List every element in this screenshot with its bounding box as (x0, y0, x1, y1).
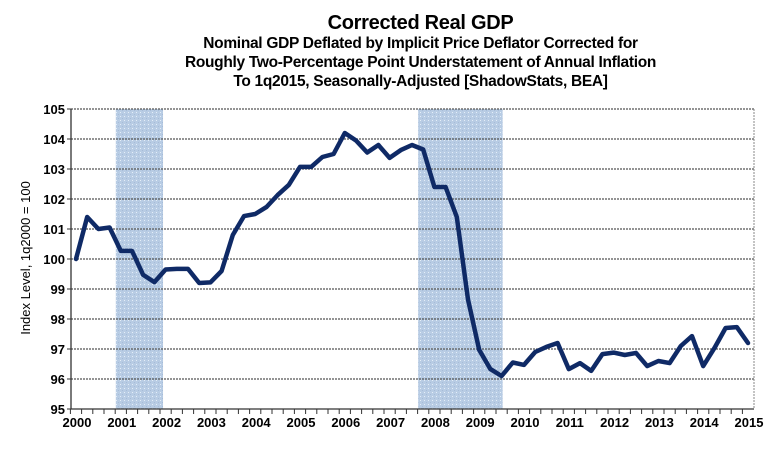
x-tick-label-2003: 2003 (197, 415, 226, 430)
chart-titles: Corrected Real GDP Nominal GDP Deflated … (0, 12, 781, 91)
y-tick-label-105: 105 (43, 102, 65, 117)
y-tick-label-95: 95 (51, 402, 65, 417)
x-tick-label-2015: 2015 (735, 415, 764, 430)
x-tick-label-2006: 2006 (331, 415, 360, 430)
x-tick-label-2012: 2012 (600, 415, 629, 430)
y-tick-label-98: 98 (51, 312, 65, 327)
x-tick-label-2009: 2009 (466, 415, 495, 430)
x-tick-label-2000: 2000 (63, 415, 92, 430)
chart-subtitle-line-1: Nominal GDP Deflated by Implicit Price D… (203, 35, 638, 52)
x-tick-label-2010: 2010 (511, 415, 540, 430)
axes (67, 108, 755, 414)
y-tick-label-97: 97 (51, 342, 65, 357)
x-tick-label-2005: 2005 (287, 415, 316, 430)
x-tick-label-2007: 2007 (376, 415, 405, 430)
x-tick-label-2001: 2001 (107, 415, 136, 430)
y-axis-tick-labels: 95 96 97 98 99 100 101 102 103 104 105 (43, 102, 65, 417)
x-tick-label-2002: 2002 (152, 415, 181, 430)
y-tick-label-99: 99 (51, 282, 65, 297)
x-axis-tick-labels: 2000 2001 2002 2003 2004 2005 2006 2007 2008 2009… (63, 415, 764, 430)
y-tick-label-102: 102 (43, 192, 65, 207)
data-series (73, 130, 751, 379)
chart-title: Corrected Real GDP (327, 12, 514, 34)
chart-subtitle-line-3: To 1q2015, Seasonally-Adjusted [ShadowSt… (233, 73, 608, 90)
y-tick-label-101: 101 (43, 222, 65, 237)
y-axis-title: Index Level, 1q2000 = 100 (18, 181, 33, 335)
gridlines (71, 108, 754, 380)
x-tick-label-2014: 2014 (690, 415, 720, 430)
y-tick-label-100: 100 (43, 252, 65, 267)
y-tick-label-96: 96 (51, 372, 65, 387)
x-tick-label-2004: 2004 (242, 415, 272, 430)
x-tick-label-2013: 2013 (645, 415, 674, 430)
y-tick-label-104: 104 (43, 132, 65, 147)
x-tick-label-2011: 2011 (556, 415, 584, 430)
x-tick-label-2008: 2008 (421, 415, 450, 430)
y-tick-label-103: 103 (43, 162, 65, 177)
chart-subtitle-line-2: Roughly Two-Percentage Point Understatem… (184, 54, 657, 71)
